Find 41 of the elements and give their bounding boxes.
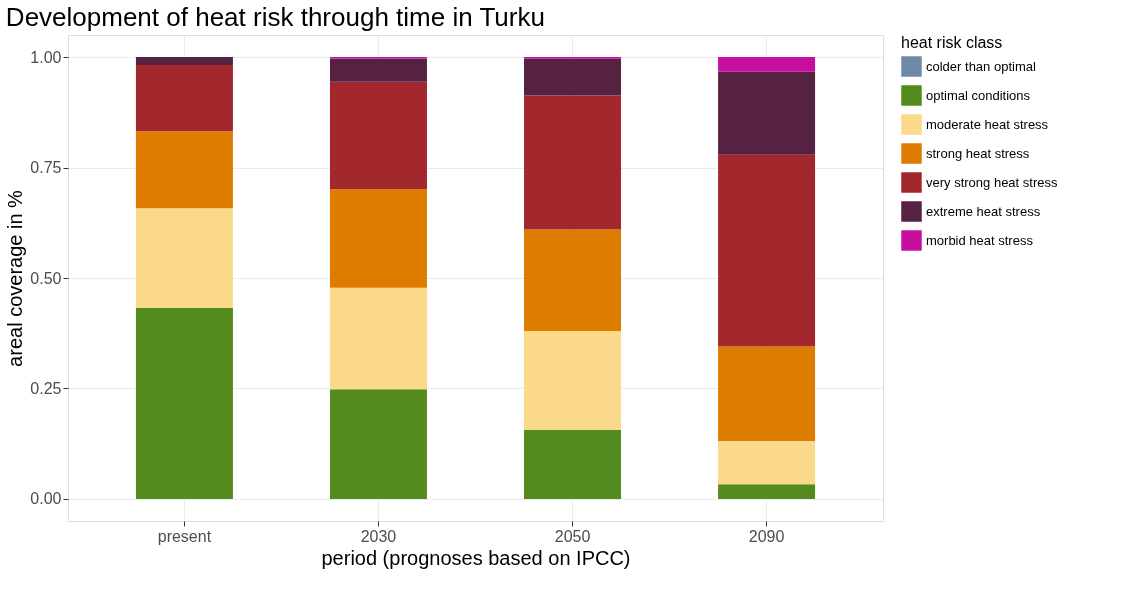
legend-label: strong heat stress <box>926 145 1030 161</box>
bar <box>524 331 622 430</box>
x-axis-title: period (prognoses based on IPCC) <box>321 546 631 569</box>
x-tick-label: 2050 <box>554 527 591 545</box>
x-tick-label: 2090 <box>748 527 785 545</box>
bar <box>135 208 233 309</box>
x-tick-label: present <box>157 527 212 545</box>
bar <box>524 429 622 499</box>
legend-label: moderate heat stress <box>926 116 1049 132</box>
bar <box>329 287 427 390</box>
chart-title: Development of heat risk through time in Turku <box>5 2 545 32</box>
x-tick-label: 2030 <box>360 527 397 545</box>
bar <box>135 57 233 66</box>
bar <box>329 389 427 499</box>
bar <box>718 484 816 499</box>
y-tick-label: 0.75 <box>30 159 62 177</box>
y-tick-label: 1.00 <box>30 48 62 66</box>
bar <box>524 58 622 96</box>
bar <box>718 71 816 155</box>
legend-label: extreme heat stress <box>926 203 1041 219</box>
legend-label: optimal conditions <box>926 87 1031 103</box>
bar <box>718 441 816 485</box>
bar <box>135 131 233 209</box>
legend-label: colder than optimal <box>926 58 1036 74</box>
bar <box>718 57 816 72</box>
bar <box>718 154 816 347</box>
bar <box>524 229 622 332</box>
bar <box>524 95 622 230</box>
legend-label: very strong heat stress <box>926 174 1058 190</box>
bar <box>329 81 427 190</box>
bar <box>718 346 816 442</box>
y-axis-title: areal coverage in % <box>4 189 27 367</box>
legend-label: morbid heat stress <box>926 232 1034 248</box>
y-tick-label: 0.00 <box>30 490 62 508</box>
y-tick-label: 0.50 <box>30 269 62 287</box>
bar <box>135 308 233 499</box>
bar <box>329 189 427 288</box>
bar <box>329 58 427 82</box>
bar <box>135 65 233 132</box>
legend-title: heat risk class <box>901 34 1003 51</box>
y-tick-label: 0.25 <box>30 379 62 397</box>
